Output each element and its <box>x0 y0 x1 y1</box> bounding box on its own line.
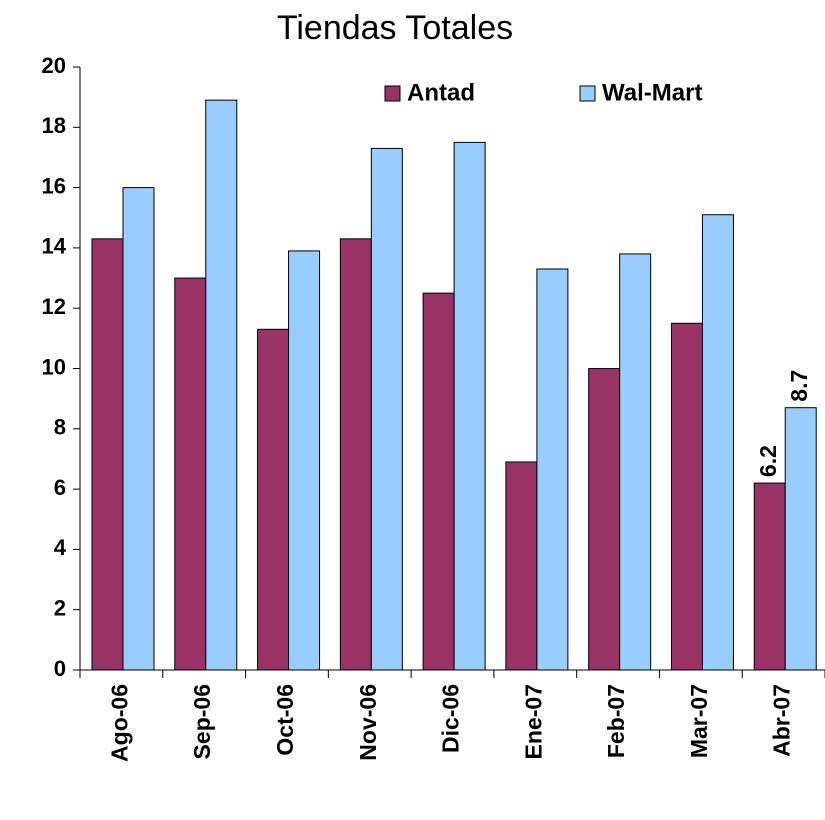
bar <box>288 250 321 671</box>
y-tick-label: 8 <box>54 415 66 440</box>
y-tick-label: 12 <box>42 294 66 319</box>
value-label: 8.7 <box>786 370 812 402</box>
bar <box>91 238 124 671</box>
bar <box>174 277 207 671</box>
y-tick-label: 0 <box>54 656 66 681</box>
bar <box>453 141 486 671</box>
bar <box>670 322 703 671</box>
bar <box>122 187 155 671</box>
chart-title: Tiendas Totales <box>277 9 513 47</box>
bar <box>753 482 786 671</box>
y-tick-label: 10 <box>42 354 66 379</box>
x-tick-label: Ago-06 <box>106 684 132 762</box>
bar <box>588 368 621 671</box>
y-tick-label: 2 <box>54 596 66 621</box>
x-tick-label: Nov-06 <box>355 684 381 761</box>
y-tick-label: 18 <box>42 113 66 138</box>
bar <box>205 99 238 671</box>
bar <box>257 328 290 671</box>
legend-label: Wal-Mart <box>602 79 702 106</box>
x-tick-label: Mar-07 <box>686 684 712 758</box>
y-tick-label: 20 <box>42 53 66 78</box>
legend-swatch <box>579 85 596 102</box>
y-tick-label: 16 <box>42 173 66 198</box>
bar <box>422 292 455 671</box>
x-tick-label: Dic-06 <box>438 684 464 753</box>
y-tick-label: 14 <box>42 234 67 259</box>
y-tick-label: 6 <box>54 475 66 500</box>
value-label: 6.2 <box>755 445 781 477</box>
bar <box>784 407 817 671</box>
x-tick-label: Ene-07 <box>520 684 546 759</box>
legend-swatch <box>384 85 401 102</box>
x-tick-label: Abr-07 <box>769 684 795 757</box>
x-tick-label: Sep-06 <box>189 684 215 759</box>
y-tick-label: 4 <box>54 535 67 560</box>
bar <box>339 238 372 671</box>
bar <box>370 147 403 671</box>
bar <box>536 268 569 671</box>
bar <box>619 253 652 671</box>
legend-label: Antad <box>407 79 475 106</box>
x-tick-label: Oct-06 <box>272 684 298 756</box>
bar <box>701 214 734 671</box>
bar <box>505 461 538 671</box>
x-tick-label: Feb-07 <box>603 684 629 758</box>
